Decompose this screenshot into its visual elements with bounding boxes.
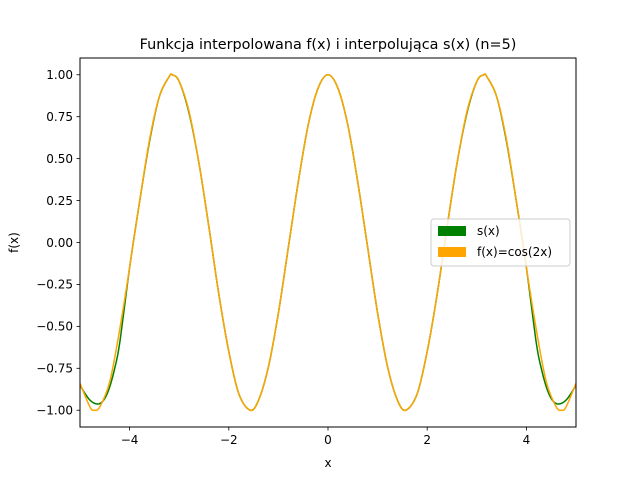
legend-swatch-f xyxy=(438,247,466,257)
legend-label-s: s(x) xyxy=(477,224,500,238)
legend: s(x) f(x)=cos(2x) xyxy=(430,218,571,267)
y-tick-label: 0.25 xyxy=(46,194,73,208)
y-tick-label: −0.50 xyxy=(36,320,73,334)
x-axis-ticks: −4 −2 0 2 4 xyxy=(121,427,530,447)
series-layer xyxy=(80,73,576,412)
x-tick-label: −2 xyxy=(220,433,238,447)
series-line-1 xyxy=(80,73,576,412)
x-tick-label: −4 xyxy=(121,433,139,447)
legend-swatch-s xyxy=(438,226,466,236)
x-tick-label: 0 xyxy=(324,433,332,447)
legend-label-f: f(x)=cos(2x) xyxy=(477,245,552,259)
x-tick-label: 2 xyxy=(423,433,431,447)
y-axis-ticks: −1.00 −0.75 −0.50 −0.25 0.00 0.25 0.50 0.75 1.00 xyxy=(36,68,80,418)
y-tick-label: 1.00 xyxy=(46,68,73,82)
x-axis-label: x xyxy=(324,456,331,470)
y-tick-label: 0.75 xyxy=(46,110,73,124)
y-tick-label: −0.75 xyxy=(36,362,73,376)
y-axis-label: f(x) xyxy=(7,232,21,253)
chart-title: Funkcja interpolowana f(x) i interpolują… xyxy=(140,37,517,53)
y-tick-label: 0.00 xyxy=(46,236,73,250)
y-tick-label: −1.00 xyxy=(36,404,73,418)
y-tick-label: 0.50 xyxy=(46,152,73,166)
x-tick-label: 4 xyxy=(523,433,531,447)
y-tick-label: −0.25 xyxy=(36,278,73,292)
